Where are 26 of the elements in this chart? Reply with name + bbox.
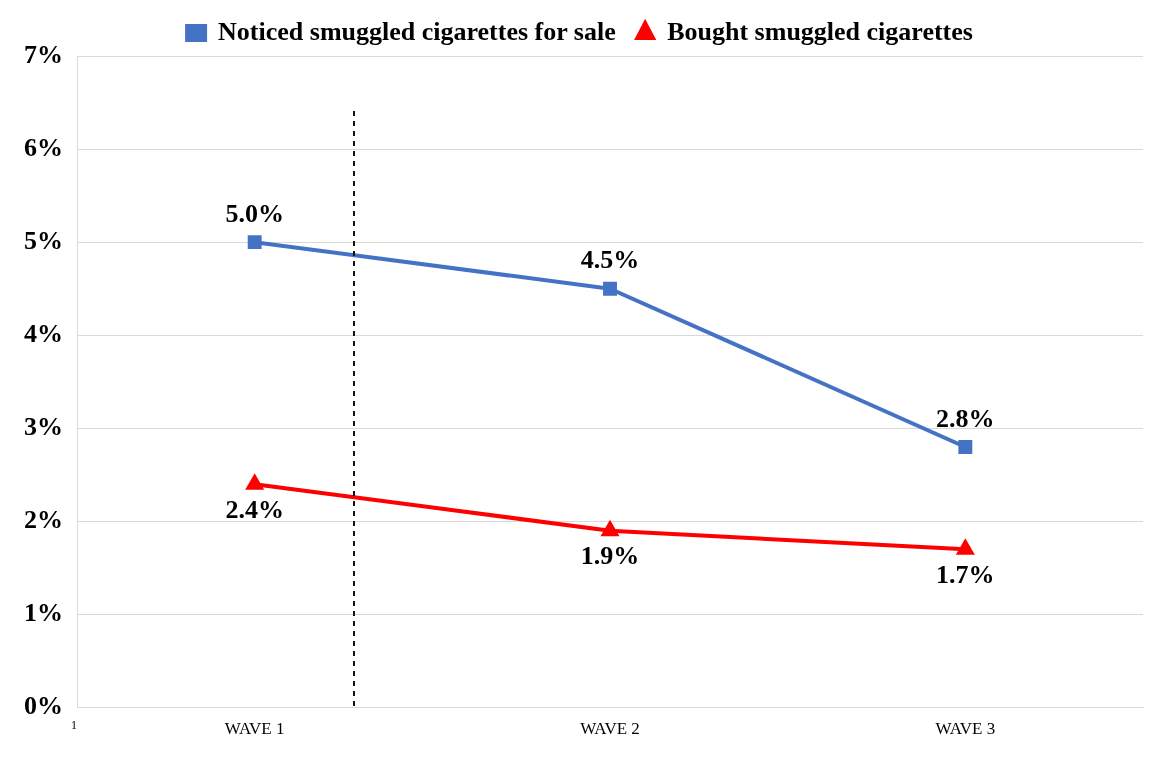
y-tick-label: 1% — [24, 598, 63, 628]
x-tick-label: WAVE 2 — [580, 719, 640, 739]
y-tick-label: 4% — [24, 318, 63, 348]
y-tick-label: 6% — [24, 132, 63, 162]
point — [958, 440, 973, 454]
point — [246, 475, 263, 490]
point — [247, 235, 262, 250]
y-tick-label: 3% — [24, 412, 63, 442]
y-tick-label: 2% — [24, 505, 63, 535]
point — [601, 521, 619, 537]
point — [957, 540, 974, 555]
y-tick-label: 7% — [24, 39, 63, 69]
x-tick-label: WAVE 1 — [224, 719, 285, 739]
data-label: 1.9% — [580, 541, 640, 571]
y-tick-label: 0% — [24, 691, 63, 721]
data-label: 1.7% — [936, 560, 995, 590]
text: 1 — [71, 717, 77, 732]
point — [603, 281, 617, 296]
x-tick-label: WAVE 3 — [935, 719, 996, 739]
data-label: 4.5% — [580, 245, 640, 275]
y-tick-label: 5% — [24, 225, 63, 255]
legend-label: Bought smuggled cigarettes — [667, 16, 973, 46]
data-label: 2.8% — [936, 403, 995, 433]
data-label: 5.0% — [225, 198, 284, 228]
legend-label: Noticed smuggled cigarettes for sale — [218, 16, 616, 46]
data-label: 2.4% — [225, 494, 284, 524]
